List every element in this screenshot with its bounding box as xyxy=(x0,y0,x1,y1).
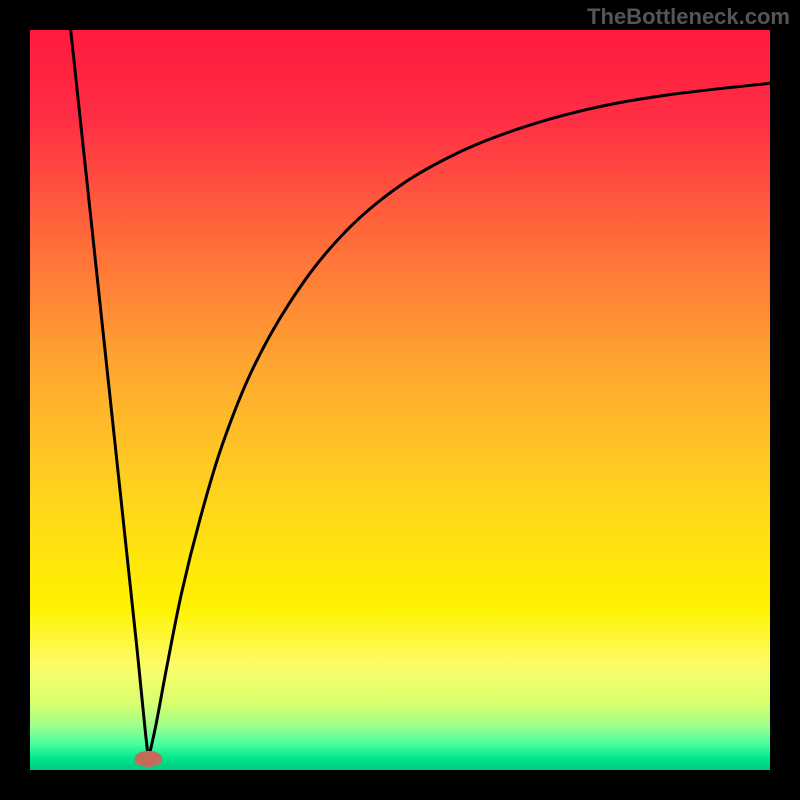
chart-container: TheBottleneck.com xyxy=(0,0,800,800)
plot-background xyxy=(30,30,770,770)
dip-marker xyxy=(134,751,162,767)
chart-svg xyxy=(0,0,800,800)
